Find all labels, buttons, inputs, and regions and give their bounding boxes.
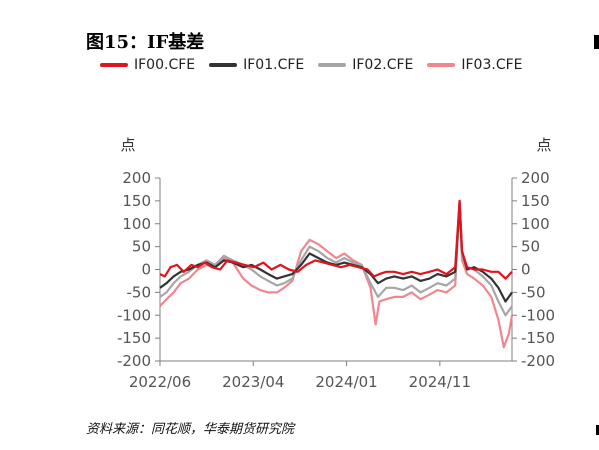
left-y-tick-label: -50 [127, 283, 152, 301]
right-y-tick-label: -50 [521, 283, 546, 301]
page-edge-fragment-bottom [596, 425, 599, 435]
page-title: 图15：IF基差 [86, 32, 205, 53]
legend-label-if03: IF03.CFE [461, 57, 523, 73]
right-y-tick-label: 0 [521, 261, 531, 279]
left-y-tick-label: -100 [117, 306, 151, 324]
left-y-tick-label: 0 [141, 261, 151, 279]
legend-swatch-if03 [427, 63, 456, 67]
legend-item-if03: IF03.CFE [427, 57, 523, 73]
legend-label-if00: IF00.CFE [134, 57, 196, 73]
legend-label-if02: IF02.CFE [352, 57, 414, 73]
left-y-tick-label: 200 [122, 169, 151, 187]
legend-item-if02: IF02.CFE [318, 57, 413, 73]
right-y-tick-label: -200 [521, 352, 555, 370]
right-axis-unit: 点 [536, 136, 551, 154]
right-y-tick-label: -100 [521, 306, 555, 324]
x-tick-label: 2022/06 [129, 373, 191, 391]
legend-label-if01: IF01.CFE [243, 57, 305, 73]
right-y-tick-label: -150 [521, 329, 555, 347]
x-tick-label: 2024/11 [409, 373, 471, 391]
legend-item-if01: IF01.CFE [209, 57, 304, 73]
x-tick-label: 2023/04 [222, 373, 284, 391]
right-y-tick-label: 200 [521, 169, 550, 187]
legend-swatch-if01 [209, 63, 238, 67]
left-axis-unit: 点 [120, 136, 135, 154]
left-y-tick-label: 100 [122, 215, 151, 233]
series-line-if03-cfe [159, 199, 514, 349]
left-y-tick-label: 150 [122, 192, 151, 210]
left-y-tick-label: -150 [117, 329, 151, 347]
legend-swatch-if00 [100, 63, 128, 67]
axes-layer: 200 200 150 150 100 100 50 50 0 0 -50 -50 -100 -100 -1… [117, 169, 555, 391]
right-y-tick-label: 150 [521, 192, 550, 210]
series-layer [159, 199, 514, 349]
source-note: 资料来源：同花顺，华泰期货研究院 [86, 422, 295, 437]
legend-item-if00: IF00.CFE [100, 57, 195, 73]
left-y-tick-label: -200 [117, 352, 151, 370]
x-tick-label: 2024/01 [315, 373, 377, 391]
page-edge-fragment-top [594, 35, 599, 49]
chart-legend: IF00.CFE IF01.CFE IF02.CFE IF03.CFE [100, 57, 523, 73]
right-y-tick-label: 100 [521, 215, 550, 233]
series-line-if00-cfe [159, 199, 513, 280]
legend-swatch-if02 [318, 63, 347, 67]
right-y-tick-label: 50 [521, 238, 540, 256]
left-y-tick-label: 50 [132, 238, 151, 256]
